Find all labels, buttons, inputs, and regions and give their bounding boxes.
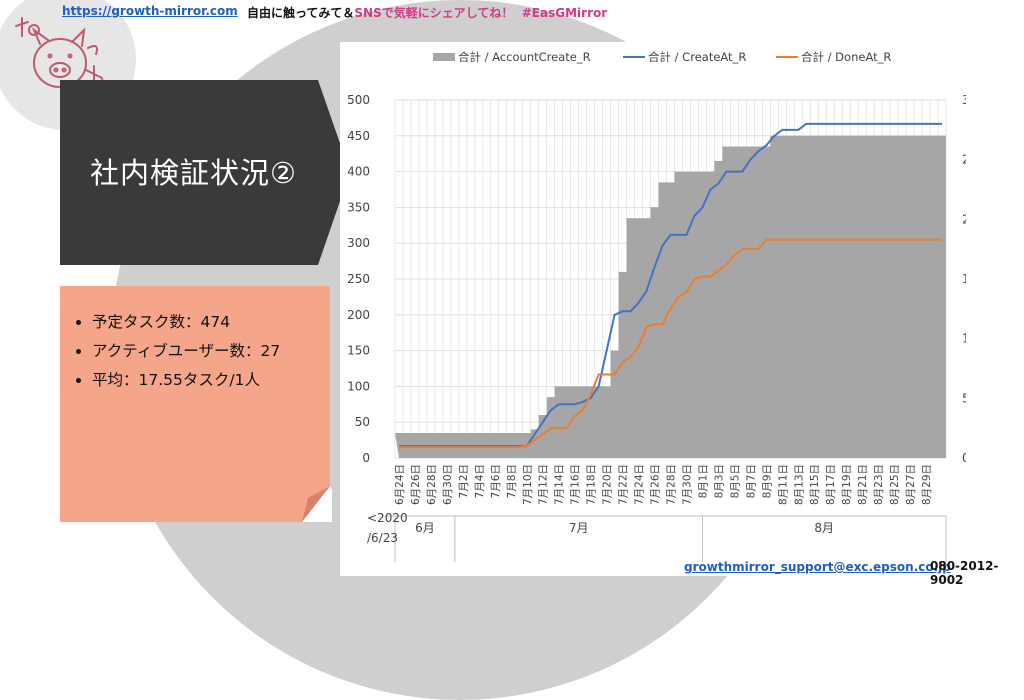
x-tick-label: 7月18日	[586, 464, 598, 505]
x-tick-label: 8月13日	[793, 464, 805, 505]
x-tick-label: 8月9日	[761, 464, 773, 498]
legend-label: 合計 / CreateAt_R	[648, 50, 746, 64]
x-tick-label: 7月12日	[538, 464, 550, 505]
x-tick-label: 7月6日	[490, 464, 502, 498]
y-left-tick-label: 350	[347, 200, 370, 214]
stat-active-users: アクティブユーザー数：27	[92, 339, 330, 361]
x-tick-label: 6月24日	[394, 464, 406, 505]
x-tick-label: 7月22日	[618, 464, 630, 505]
y-left-tick-label: 200	[347, 308, 370, 322]
x-tick-label: 8月17日	[825, 464, 837, 505]
legend-label: 合計 / AccountCreate_R	[458, 50, 591, 64]
y-right-tick-label: 10	[962, 332, 966, 346]
group-prefix-label: <2020	[367, 511, 408, 525]
y-right-tick-label: 15	[962, 272, 966, 286]
x-tick-label: 7月28日	[666, 464, 678, 505]
chart-container: 0 50 100 150 200 250 300 350 400 450 500 0 5 10 15 20 25…	[340, 42, 977, 576]
x-tick-label: 7月10日	[522, 464, 534, 505]
x-tick-label: 7月2日	[458, 464, 470, 498]
month-group-label: 8月	[814, 521, 834, 535]
x-tick-label: 8月15日	[809, 464, 821, 505]
hashtag: #EasGMirror	[521, 6, 608, 20]
share-message: 自由に触ってみて＆SNSで気軽にシェアしてね！ #EasGMirror	[247, 4, 607, 21]
month-group-label: 6月	[415, 521, 435, 535]
x-tick-label: 7月16日	[570, 464, 582, 505]
note-fold-corner	[302, 486, 332, 522]
y-left-tick-label: 50	[355, 415, 370, 429]
x-tick-label: 8月3日	[713, 464, 725, 498]
legend-swatch-area	[433, 53, 455, 61]
share-message-part2: SNSで気軽にシェアしてね！	[354, 6, 514, 20]
x-tick-label: 6月30日	[442, 464, 454, 505]
stat-average: 平均：17.55タスク/1人	[92, 368, 330, 390]
chart-svg: 0 50 100 150 200 250 300 350 400 450 500 0 5 10 15 20 25…	[347, 50, 977, 562]
legend-label: 合計 / DoneAt_R	[801, 50, 891, 64]
y-left-tick-label: 150	[347, 344, 370, 358]
series-line-create-at	[398, 122, 943, 448]
y-right-tick-label: 30	[962, 93, 966, 107]
x-tick-label: 7月30日	[681, 464, 693, 505]
y-right-tick-label: 5	[962, 391, 966, 405]
x-tick-label: 8月1日	[697, 464, 709, 498]
x-tick-label: 7月26日	[650, 464, 662, 505]
y-right-tick-label: 0	[962, 451, 966, 465]
series-line-done-at	[398, 238, 943, 449]
share-message-part1: 自由に触ってみて＆	[247, 6, 355, 20]
series-area-account-create	[395, 135, 946, 459]
title-arrow-shape	[60, 80, 350, 265]
x-tick-label: 8月25日	[889, 464, 901, 505]
x-tick-label: 8月11日	[777, 464, 789, 505]
y-left-tick-label: 0	[362, 451, 370, 465]
page-title: 社内検証状況②	[90, 156, 297, 190]
x-tick-label: 8月5日	[729, 464, 741, 498]
x-tick-label: 8月27日	[905, 464, 917, 505]
x-tick-label: 8月23日	[873, 464, 885, 505]
y-right-tick-label: 25	[962, 153, 966, 167]
x-tick-label: 6月26日	[410, 464, 422, 505]
y-left-tick-label: 400	[347, 165, 370, 179]
month-group-label: 7月	[569, 521, 589, 535]
x-tick-label: 8月19日	[841, 464, 853, 505]
x-tick-label: 8月21日	[857, 464, 869, 505]
x-tick-label: 8月7日	[745, 464, 757, 498]
x-tick-label: 7月8日	[506, 464, 518, 498]
stat-planned-tasks: 予定タスク数：474	[92, 310, 330, 332]
support-phone: 080-2012-9002	[930, 559, 999, 587]
x-tick-label: 7月24日	[634, 464, 646, 505]
x-tick-label: 7月4日	[474, 464, 486, 498]
y-left-tick-label: 300	[347, 236, 370, 250]
y-left-tick-label: 250	[347, 272, 370, 286]
support-email-link[interactable]: growthmirror_support@exc.epson.co.jp	[684, 560, 951, 574]
y-left-tick-label: 450	[347, 129, 370, 143]
x-tick-label: 7月20日	[602, 464, 614, 505]
y-right-tick-label: 20	[962, 212, 966, 226]
x-tick-label: 7月14日	[554, 464, 566, 505]
x-tick-label: 6月28日	[426, 464, 438, 505]
y-left-tick-label: 100	[347, 379, 370, 393]
x-tick-label: 8月29日	[921, 464, 933, 505]
stats-note: 予定タスク数：474 アクティブユーザー数：27 平均：17.55タスク/1人	[60, 286, 330, 522]
group-prefix-label: /6/23	[367, 531, 398, 545]
stats-list: 予定タスク数：474 アクティブユーザー数：27 平均：17.55タスク/1人	[60, 310, 330, 390]
y-left-tick-label: 500	[347, 93, 370, 107]
website-link[interactable]: https://growth-mirror.com	[62, 4, 238, 18]
